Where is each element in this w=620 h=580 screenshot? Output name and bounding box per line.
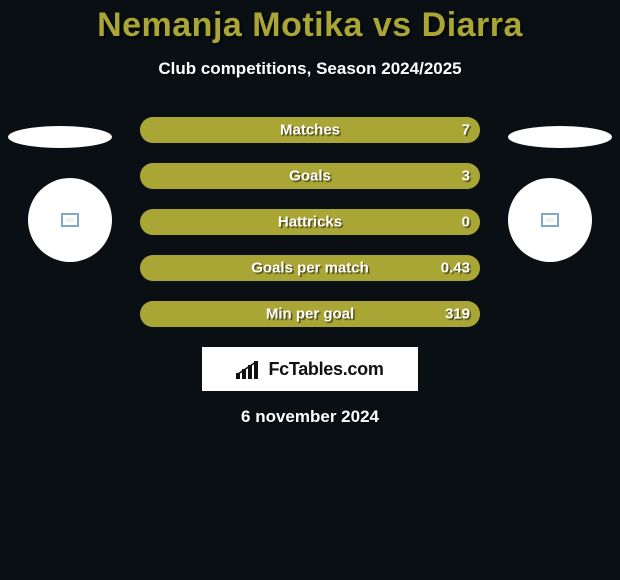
stat-label: Hattricks: [278, 214, 342, 231]
source-logo-text: FcTables.com: [268, 359, 383, 380]
stat-row: Hattricks 0: [140, 209, 480, 235]
stat-row: Goals per match 0.43: [140, 255, 480, 281]
stat-value-right: 3: [462, 168, 470, 185]
comparison-title: Nemanja Motika vs Diarra: [0, 0, 620, 45]
stat-row: Min per goal 319: [140, 301, 480, 327]
snapshot-date: 6 november 2024: [0, 407, 620, 427]
stat-value-right: 7: [462, 122, 470, 139]
stat-value-right: 0: [462, 214, 470, 231]
stat-label: Goals: [289, 168, 331, 185]
comparison-subtitle: Club competitions, Season 2024/2025: [0, 59, 620, 79]
stat-value-right: 0.43: [441, 260, 470, 277]
stat-row: Goals 3: [140, 163, 480, 189]
stat-row: Matches 7: [140, 117, 480, 143]
stat-value-right: 319: [445, 306, 470, 323]
fctables-logo-icon: [236, 359, 262, 379]
stat-label: Min per goal: [266, 306, 354, 323]
source-logo-bar: FcTables.com: [202, 347, 418, 391]
comparison-bars: Matches 7 Goals 3 Hattricks 0 Goals per match 0…: [0, 117, 620, 427]
stat-label: Goals per match: [251, 260, 369, 277]
stat-label: Matches: [280, 122, 340, 139]
